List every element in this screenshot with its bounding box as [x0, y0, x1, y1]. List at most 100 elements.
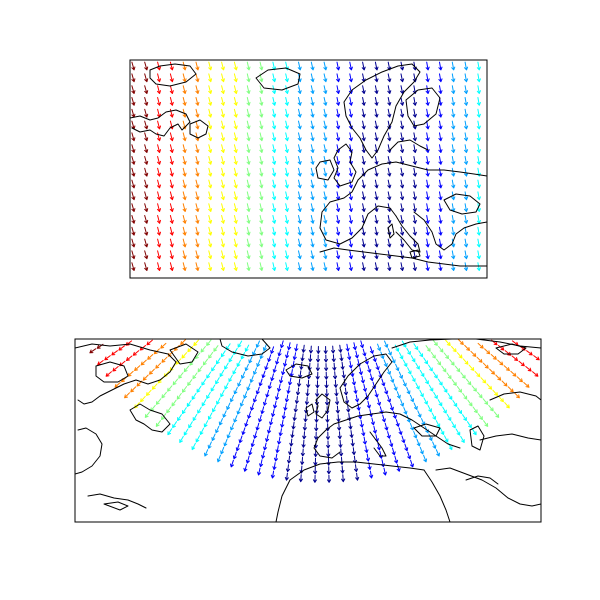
wind-vector: [413, 431, 418, 439]
wind-vector: [208, 132, 213, 142]
wind-vector: [306, 379, 311, 388]
wind-vector: [455, 428, 461, 436]
wind-vector: [199, 427, 205, 435]
wind-vector: [187, 379, 193, 386]
wind-vector: [464, 262, 469, 271]
wind-vector: [297, 61, 302, 71]
wind-vector: [374, 85, 379, 94]
wind-vector: [442, 385, 448, 393]
wind-vector: [157, 250, 161, 260]
wind-vector: [476, 73, 481, 83]
wind-vector: [460, 372, 466, 379]
wind-vector: [350, 369, 355, 377]
wind-vector: [346, 404, 351, 413]
wind-vector: [195, 238, 200, 248]
wind-vector: [272, 85, 277, 94]
wind-vector: [483, 420, 489, 427]
wind-vector: [387, 73, 392, 83]
wind-vector: [131, 262, 136, 271]
wind-vector: [237, 340, 243, 348]
coastlines-bottom: [75, 339, 541, 522]
wind-vector: [284, 156, 289, 165]
wind-vector: [382, 467, 387, 476]
wind-vector: [451, 421, 456, 429]
wind-vector: [310, 238, 315, 248]
wind-vector: [182, 203, 187, 212]
wind-vector: [336, 226, 341, 236]
wind-vector: [323, 61, 328, 71]
wind-vector: [297, 226, 302, 236]
wind-vector: [438, 238, 443, 248]
wind-vector: [387, 85, 392, 94]
wind-vector: [476, 215, 481, 224]
wind-vector: [134, 365, 141, 371]
wind-vector: [476, 250, 481, 260]
wind-vector: [259, 144, 264, 153]
wind-vector: [200, 346, 206, 353]
wind-vector: [131, 203, 136, 212]
wind-vector: [438, 61, 443, 71]
wind-vector: [315, 363, 320, 372]
wind-vector: [246, 120, 251, 130]
wind-vector: [468, 364, 475, 371]
wind-vector: [477, 391, 483, 399]
wind-vector: [208, 250, 213, 260]
wind-vector: [387, 97, 392, 106]
wind-vector: [259, 459, 264, 468]
wind-vector: [182, 386, 188, 393]
wind-vector: [353, 386, 358, 394]
wind-vector: [297, 203, 302, 212]
wind-vector: [338, 439, 343, 448]
wind-vector: [497, 359, 504, 366]
wind-vector: [381, 414, 386, 423]
wind-vector: [131, 238, 136, 248]
wind-vector: [348, 215, 353, 224]
wind-vector: [232, 451, 237, 460]
wind-vector: [157, 167, 161, 177]
wind-vector: [336, 414, 341, 423]
wind-vector: [246, 262, 251, 271]
wind-vector: [333, 371, 338, 380]
wind-vector: [259, 108, 264, 118]
wind-vector: [155, 362, 162, 369]
wind-vector: [492, 389, 498, 396]
wind-vector: [451, 85, 456, 94]
wind-vector: [480, 377, 487, 384]
wind-vector: [438, 262, 443, 271]
wind-vector: [220, 167, 225, 177]
wind-vector: [444, 435, 449, 443]
wind-vector: [169, 132, 174, 142]
wind-vector: [398, 427, 403, 435]
wind-vector: [442, 406, 447, 414]
wind-vector: [374, 120, 379, 130]
coastline-labrador: [129, 403, 171, 433]
wind-vector: [272, 132, 277, 142]
wind-vector: [490, 354, 497, 360]
wind-vector: [144, 411, 151, 418]
wind-vector: [451, 346, 457, 353]
wind-vector: [336, 108, 341, 118]
map-top-frame: [129, 59, 488, 279]
wind-vector: [297, 215, 302, 224]
map-panel-top: [129, 59, 488, 279]
wind-vector: [323, 132, 328, 142]
wind-vector: [294, 343, 299, 352]
wind-vector: [374, 262, 379, 271]
wind-vector: [208, 179, 213, 189]
wind-vector: [233, 191, 238, 201]
wind-vector: [401, 435, 406, 444]
wind-vector: [244, 344, 250, 352]
wind-vector: [419, 389, 424, 398]
wind-vector: [310, 215, 315, 224]
wind-vector: [396, 391, 401, 399]
wind-vector: [233, 144, 238, 153]
wind-vector: [169, 73, 174, 83]
wind-vector: [315, 371, 320, 380]
coastline-newfoundland: [189, 119, 209, 139]
wind-vector: [533, 355, 540, 361]
wind-vector: [233, 120, 238, 130]
wind-vector: [464, 132, 469, 142]
wind-vector: [246, 73, 251, 83]
wind-vector: [131, 250, 136, 260]
wind-vector: [476, 238, 481, 248]
